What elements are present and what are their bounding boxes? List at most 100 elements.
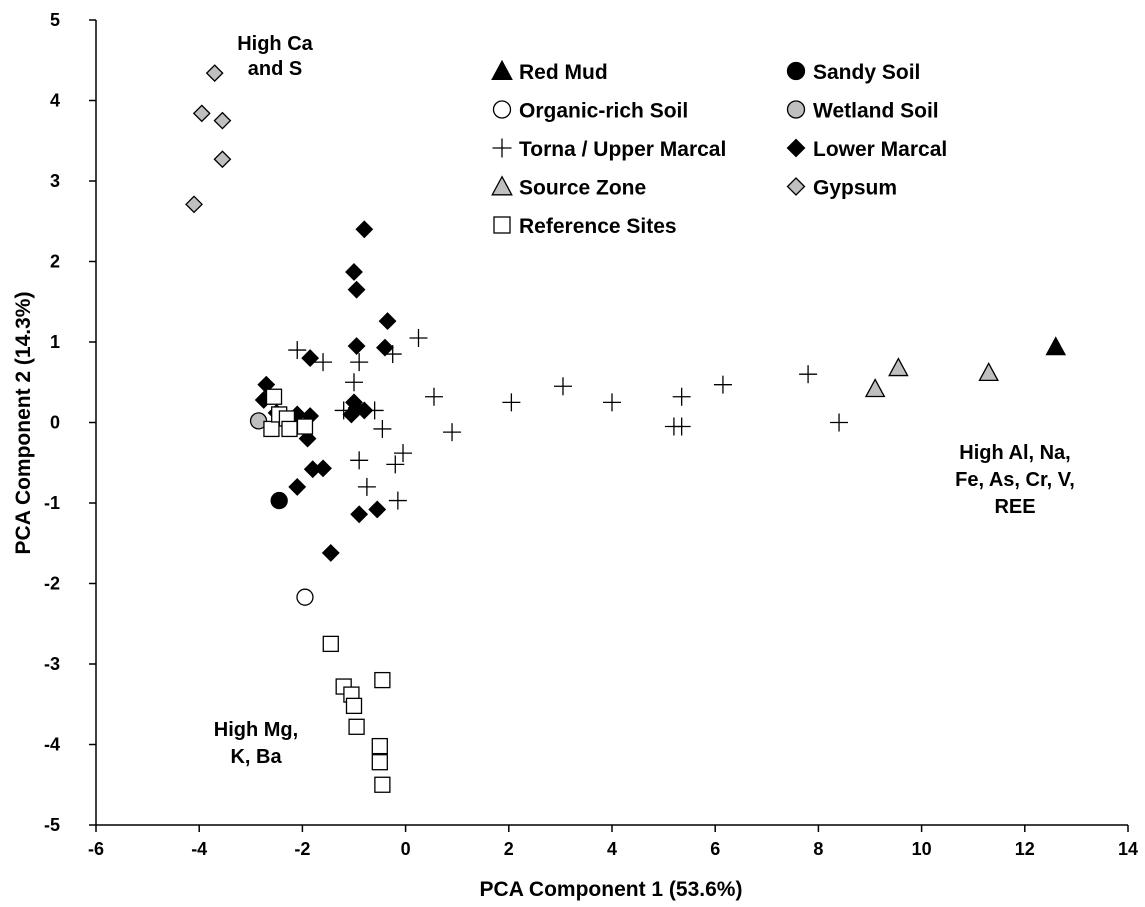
annotation-line: High Ca bbox=[237, 33, 313, 55]
legend-label-organic-rich-soil: Organic-rich Soil bbox=[519, 100, 688, 123]
torna-upper-marcal-point bbox=[388, 491, 407, 510]
x-tick-label: 12 bbox=[1015, 839, 1035, 859]
annotation-text: High Mg, K, Ba bbox=[214, 719, 298, 768]
reference-sites-point bbox=[371, 754, 388, 771]
annotation-line: High Mg, bbox=[214, 719, 298, 741]
legend-label-wetland-soil: Wetland Soil bbox=[813, 100, 939, 123]
torna-upper-marcal-point bbox=[350, 353, 369, 372]
legend-label-gypsum: Gypsum bbox=[813, 177, 897, 200]
annotation-text: High Al, Na, Fe, As, Cr, V, REE bbox=[955, 442, 1075, 518]
torna-upper-marcal-point bbox=[502, 393, 521, 412]
legend-marker-gypsum bbox=[786, 177, 806, 196]
y-tick-label: -5 bbox=[44, 815, 60, 835]
torna-upper-marcal-point bbox=[345, 373, 363, 392]
y-tick-label: 1 bbox=[50, 332, 60, 352]
x-tick-label: 2 bbox=[504, 839, 514, 859]
legend: Red Mud Sandy Soil Organic-rich Soil Wetlan… bbox=[491, 59, 947, 238]
y-axis-title: PCA Component 2 (14.3%) bbox=[12, 292, 35, 555]
lower-marcal-point bbox=[376, 338, 394, 357]
lower-marcal-point bbox=[321, 543, 340, 562]
legend-label-red-mud: Red Mud bbox=[519, 61, 608, 84]
lower-marcal-point bbox=[347, 337, 366, 355]
reference-sites-point bbox=[371, 737, 388, 755]
sandy-soil-point bbox=[270, 491, 288, 510]
x-tick-label: 8 bbox=[813, 839, 823, 859]
lower-marcal-point bbox=[355, 220, 374, 239]
y-tick-label: 0 bbox=[50, 413, 60, 433]
source-zone-point bbox=[978, 362, 999, 382]
reference-sites-point bbox=[322, 635, 339, 653]
annotation-text: High Ca and S bbox=[237, 33, 313, 80]
lower-marcal-point bbox=[345, 263, 363, 281]
annotation-line: Fe, As, Cr, V, bbox=[955, 469, 1075, 491]
legend-label-sandy-soil: Sandy Soil bbox=[813, 61, 920, 84]
torna-upper-marcal-point bbox=[409, 328, 428, 347]
torna-upper-marcal-point bbox=[357, 477, 376, 496]
lower-marcal-point bbox=[350, 505, 369, 524]
x-axis-title: PCA Component 1 (53.6%) bbox=[480, 878, 743, 901]
torna-upper-marcal-point bbox=[443, 423, 462, 442]
legend-label-source-zone: Source Zone bbox=[519, 177, 646, 200]
legend-label-reference-sites: Reference Sites bbox=[519, 215, 677, 238]
torna-upper-marcal-point bbox=[314, 353, 333, 372]
reference-sites-point bbox=[296, 418, 314, 435]
legend-label-torna-upper-marcal: Torna / Upper Marcal bbox=[519, 138, 726, 161]
reference-sites-point bbox=[374, 671, 391, 689]
y-tick-label: 3 bbox=[50, 171, 60, 191]
y-tick-label: 4 bbox=[50, 91, 60, 111]
torna-upper-marcal-point bbox=[713, 375, 732, 394]
torna-upper-marcal-point bbox=[373, 419, 392, 438]
torna-upper-marcal-point bbox=[799, 365, 818, 384]
y-tick-label: -3 bbox=[44, 654, 60, 674]
x-tick-label: 4 bbox=[607, 839, 617, 859]
lower-marcal-point bbox=[314, 459, 332, 478]
gypsum-point bbox=[185, 195, 203, 214]
reference-sites-point bbox=[265, 388, 283, 405]
organic-rich-soil-point bbox=[296, 588, 314, 606]
x-tick-label: 6 bbox=[710, 839, 720, 859]
annotation-line: K, Ba bbox=[230, 746, 282, 768]
annotation-line: and S bbox=[248, 58, 302, 80]
legend-marker-organic-rich-soil bbox=[492, 100, 512, 119]
torna-upper-marcal-point bbox=[386, 455, 405, 474]
legend-marker-source-zone bbox=[491, 175, 513, 196]
y-tick-label: -4 bbox=[44, 735, 60, 755]
gypsum-point bbox=[192, 104, 211, 123]
torna-upper-marcal-point bbox=[672, 387, 691, 406]
x-tick-label: 14 bbox=[1118, 839, 1138, 859]
lower-marcal-point bbox=[347, 280, 366, 299]
y-tick-label: -1 bbox=[44, 493, 60, 513]
y-tick-label: 2 bbox=[50, 252, 60, 272]
legend-marker-reference-sites bbox=[493, 216, 511, 234]
legend-marker-lower-marcal bbox=[786, 138, 806, 158]
reference-sites-point bbox=[263, 420, 280, 438]
lower-marcal-point bbox=[301, 349, 320, 368]
torna-upper-marcal-point bbox=[288, 341, 307, 360]
torna-upper-marcal-point bbox=[424, 387, 443, 406]
x-tick-label: -2 bbox=[294, 839, 310, 859]
reference-sites-point bbox=[374, 776, 391, 793]
x-tick-label: 10 bbox=[912, 839, 932, 859]
torna-upper-marcal-point bbox=[603, 393, 621, 412]
reference-sites-point bbox=[281, 420, 298, 438]
lower-marcal-point bbox=[378, 312, 397, 330]
legend-marker-red-mud bbox=[491, 59, 513, 80]
x-tick-label: 0 bbox=[401, 839, 411, 859]
legend-label-lower-marcal: Lower Marcal bbox=[813, 138, 947, 161]
annotation-line: REE bbox=[994, 496, 1035, 518]
lower-marcal-point bbox=[355, 401, 374, 420]
red-mud-point bbox=[1045, 336, 1067, 356]
annotations: High Ca and S High Al, Na, Fe, As, Cr, V, RE… bbox=[214, 33, 1075, 768]
torna-upper-marcal-point bbox=[350, 451, 369, 470]
legend-marker-torna-upper-marcal bbox=[492, 138, 512, 158]
y-tick-label: -2 bbox=[44, 574, 60, 594]
data-points bbox=[185, 64, 1067, 793]
torna-upper-marcal-point bbox=[394, 444, 413, 463]
torna-upper-marcal-point bbox=[553, 377, 572, 396]
torna-upper-marcal-point bbox=[672, 417, 691, 436]
gypsum-point bbox=[205, 64, 224, 83]
reference-sites-point bbox=[348, 718, 365, 735]
lower-marcal-point bbox=[368, 500, 387, 519]
